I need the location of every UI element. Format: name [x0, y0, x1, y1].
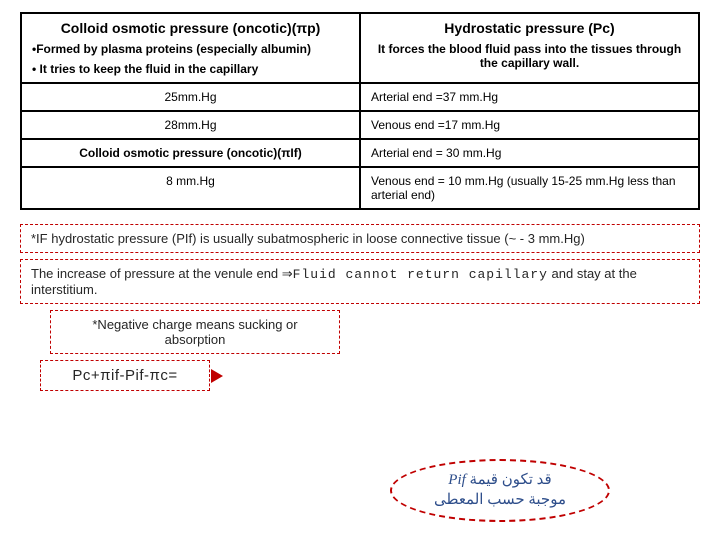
cell-left: Colloid osmotic pressure (oncotic)(πIf): [21, 139, 360, 167]
cell-right: Venous end =17 mm.Hg: [360, 111, 699, 139]
bubble-pif: Pif: [448, 472, 466, 488]
pif-bubble: Pif ﻗﺪ ﺗﻜﻮﻥ ﻗﻴﻤﺔ ﻣﻮﺟﺒﺔ ﺣﺴﺐ ﺍﻟﻤﻌﻄﻰ: [390, 459, 610, 522]
pressure-comparison-table: Colloid osmotic pressure (oncotic)(πp) •…: [20, 12, 700, 210]
right-desc: It forces the blood fluid pass into the …: [371, 42, 688, 70]
left-bullet-1: •Formed by plasma proteins (especially a…: [32, 42, 349, 56]
table-row: 25mm.Hg Arterial end =37 mm.Hg: [21, 83, 699, 111]
formula-text: Pc+πif-Pif-πc=: [72, 367, 177, 384]
note-if-hydrostatic: *IF hydrostatic pressure (PIf) is usuall…: [20, 224, 700, 253]
cell-right: Venous end = 10 mm.Hg (usually 15-25 mm.…: [360, 167, 699, 209]
table-row: Colloid osmotic pressure (oncotic)(πIf) …: [21, 139, 699, 167]
table-row: 28mm.Hg Venous end =17 mm.Hg: [21, 111, 699, 139]
arrow-icon: [211, 369, 223, 383]
bubble-line2: ﻣﻮﺟﺒﺔ ﺣﺴﺐ ﺍﻟﻤﻌﻄﻰ: [406, 491, 594, 511]
left-bullet-2: • It tries to keep the fluid in the capi…: [32, 62, 349, 76]
col-right-title: Hydrostatic pressure (Pc): [371, 20, 688, 36]
table-row: 8 mm.Hg Venous end = 10 mm.Hg (usually 1…: [21, 167, 699, 209]
col-left-title: Colloid osmotic pressure (oncotic)(πp): [32, 20, 349, 36]
cell-left: 28mm.Hg: [21, 111, 360, 139]
bubble-line1: ﻗﺪ ﺗﻜﻮﻥ ﻗﻴﻤﺔ: [466, 472, 552, 488]
note2-part-a: The increase of pressure at the venule e…: [31, 266, 293, 281]
cell-left: 25mm.Hg: [21, 83, 360, 111]
cell-right: Arterial end =37 mm.Hg: [360, 83, 699, 111]
note-negative-charge: *Negative charge means sucking or absorp…: [50, 310, 340, 354]
note-venule-end: The increase of pressure at the venule e…: [20, 259, 700, 304]
cell-left: 8 mm.Hg: [21, 167, 360, 209]
note2-part-b: Fluid cannot return capillary: [293, 267, 548, 282]
formula-box: Pc+πif-Pif-πc=: [40, 360, 210, 391]
cell-right: Arterial end = 30 mm.Hg: [360, 139, 699, 167]
